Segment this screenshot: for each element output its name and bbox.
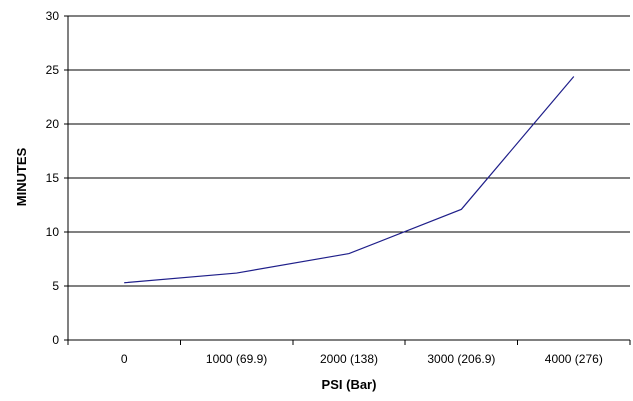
x-tick-label: 1000 (69.9) xyxy=(206,352,267,366)
tick-labels: 0 5 10 15 20 25 30 0 1000 (69.9) 2000 (138) 3000 (… xyxy=(46,9,603,366)
y-tick-label: 20 xyxy=(46,117,60,131)
x-tick-label: 3000 (206.9) xyxy=(427,352,495,366)
axes xyxy=(64,15,631,345)
series xyxy=(124,76,575,284)
x-axis-title: PSI (Bar) xyxy=(322,377,377,392)
y-tick-label: 30 xyxy=(46,9,60,23)
y-tick-label: 5 xyxy=(52,279,59,293)
y-tick-label: 15 xyxy=(46,171,60,185)
x-tick-label: 0 xyxy=(121,352,128,366)
series-line-0 xyxy=(124,76,575,284)
y-axis-title: MINUTES xyxy=(14,147,29,206)
x-tick-label: 4000 (276) xyxy=(545,352,603,366)
x-tick-label: 2000 (138) xyxy=(320,352,378,366)
y-tick-label: 25 xyxy=(46,63,60,77)
gridlines xyxy=(68,15,630,287)
y-tick-label: 10 xyxy=(46,225,60,239)
y-tick-label: 0 xyxy=(52,333,59,347)
